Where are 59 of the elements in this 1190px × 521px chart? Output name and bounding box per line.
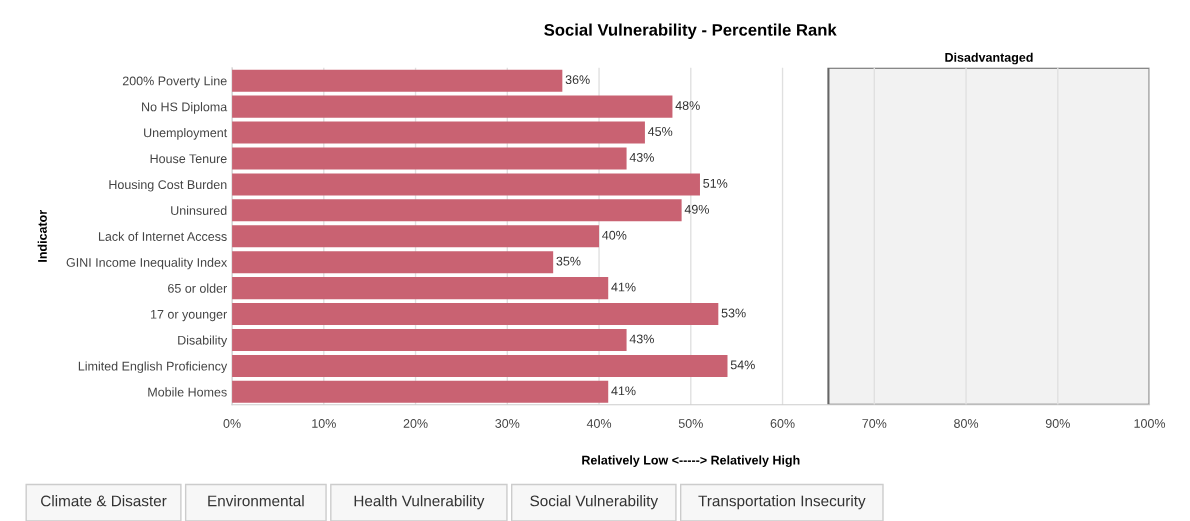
y-tick-label: Unemployment [144, 128, 228, 140]
data-label: 43% [629, 152, 654, 162]
x-tick-label: 80% [954, 419, 979, 428]
y-tick-label: 17 or younger [151, 309, 227, 322]
text: Social Vulnerability [530, 495, 659, 510]
y-tick-label: House Tenure [150, 154, 227, 164]
bar [232, 380, 609, 403]
y-tick-label: Limited English Proficiency [78, 361, 228, 374]
x-tick-label: 100% [1134, 419, 1166, 428]
bar [232, 121, 645, 144]
data-label: 54% [730, 360, 755, 370]
bar [232, 277, 609, 300]
data-label: 41% [611, 282, 636, 292]
x-tick-label: 10% [312, 419, 336, 428]
text: Environmental [208, 495, 304, 507]
text: Health Vulnerability [354, 495, 485, 510]
bar [232, 328, 627, 352]
x-tick-label: 20% [403, 419, 428, 428]
y-axis-title: Indicator [37, 210, 47, 262]
bar [232, 95, 673, 118]
bar [232, 354, 728, 377]
x-axis-title: Relatively Low <-----> Relatively High [582, 455, 800, 468]
bar [232, 69, 563, 92]
y-tick-label: GINI Income Inequality Index [66, 257, 228, 270]
data-label: 36% [565, 75, 590, 85]
bar [232, 173, 700, 196]
x-tick-label: 60% [770, 419, 795, 428]
data-label: 53% [721, 308, 746, 318]
x-tick-label: 0% [223, 419, 241, 428]
bar [232, 147, 627, 170]
bar [232, 225, 600, 248]
y-tick-label: No HS Diploma [142, 102, 228, 114]
chart-title: Social Vulnerability - Percentile Rank [544, 23, 837, 40]
y-tick-label: Disability [178, 335, 228, 348]
bar [232, 251, 554, 274]
data-label: 45% [647, 127, 673, 136]
data-label: 41% [611, 386, 636, 396]
bar [232, 303, 719, 326]
text: Transportation Insecurity [698, 495, 866, 510]
y-tick-label: Mobile Homes [148, 387, 227, 397]
data-label: 40% [602, 230, 627, 240]
data-label: 48% [675, 101, 700, 110]
x-tick-label: 70% [862, 419, 887, 428]
band-label: Disadvantaged [945, 52, 1033, 65]
x-tick-label: 90% [1045, 419, 1070, 428]
data-label: 51% [703, 178, 728, 188]
x-tick-label: 30% [495, 419, 520, 428]
bar [232, 199, 682, 222]
data-label: 49% [684, 204, 709, 214]
x-tick-label: 50% [678, 419, 703, 428]
text: Climate & Disaster [41, 495, 167, 507]
y-tick-label: Lack of Internet Access [98, 231, 227, 241]
data-label: 35% [556, 256, 581, 266]
y-tick-label: 65 or older [168, 283, 227, 293]
x-tick-label: 40% [586, 419, 612, 428]
y-tick-label: Housing Cost Burden [109, 179, 227, 192]
data-label: 43% [629, 334, 654, 344]
y-tick-label: Uninsured [171, 205, 227, 215]
y-tick-label: 200% Poverty Line [122, 76, 227, 88]
